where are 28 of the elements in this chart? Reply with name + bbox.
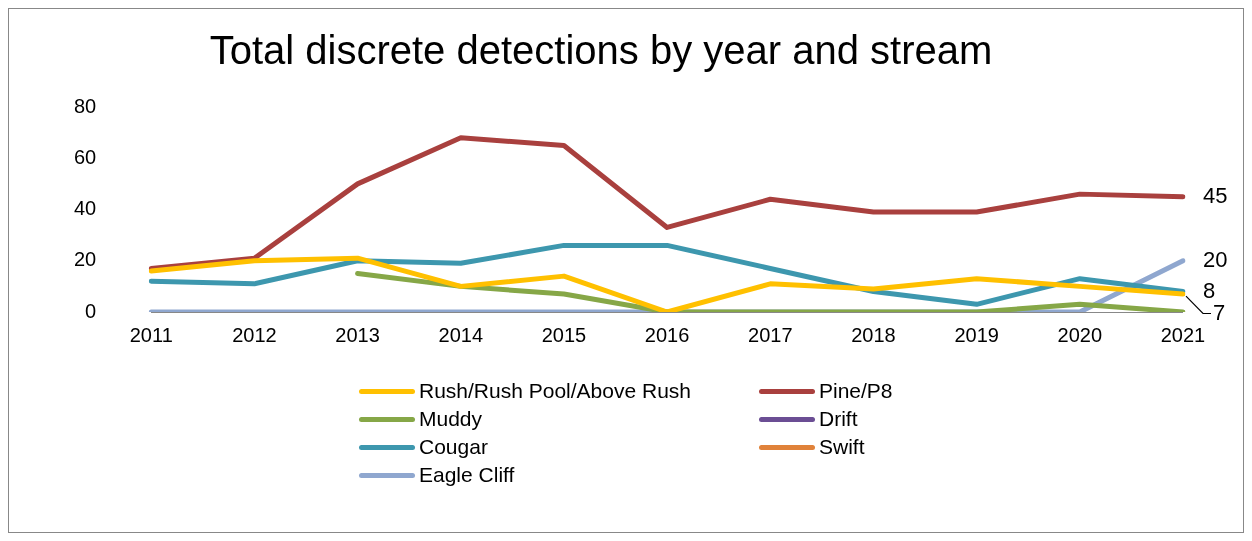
legend-label: Cougar	[419, 435, 488, 459]
y-tick-label: 0	[85, 299, 97, 322]
legend-label: Rush/Rush Pool/Above Rush	[419, 379, 691, 403]
legend-label: Pine/P8	[819, 379, 893, 403]
legend-label: Muddy	[419, 407, 483, 431]
data-label: 8	[1203, 277, 1216, 303]
x-tick-label: 2011	[129, 323, 173, 346]
y-tick-label: 80	[74, 94, 97, 117]
legend-label: Eagle Cliff	[419, 463, 515, 487]
y-tick-label: 20	[74, 248, 97, 271]
x-tick-label: 2012	[232, 323, 277, 346]
x-tick-label: 2013	[335, 323, 380, 346]
legend-label: Drift	[819, 407, 858, 431]
x-tick-label: 2014	[438, 323, 484, 346]
data-label: 45	[1203, 182, 1228, 208]
x-tick-label: 2020	[1057, 323, 1103, 346]
y-tick-label: 60	[74, 145, 97, 168]
x-tick-label: 2021	[1160, 323, 1206, 346]
data-label: 20	[1203, 246, 1228, 272]
data-label: 7	[1213, 299, 1226, 325]
y-tick-label: 40	[74, 197, 97, 220]
x-tick-label: 2017	[748, 323, 793, 346]
x-tick-label: 2016	[644, 323, 690, 346]
x-tick-label: 2015	[541, 323, 587, 346]
x-tick-label: 2019	[954, 323, 999, 346]
legend-label: Swift	[819, 435, 865, 459]
chart-title: Total discrete detections by year and stream	[209, 28, 993, 73]
x-tick-label: 2018	[851, 323, 896, 346]
